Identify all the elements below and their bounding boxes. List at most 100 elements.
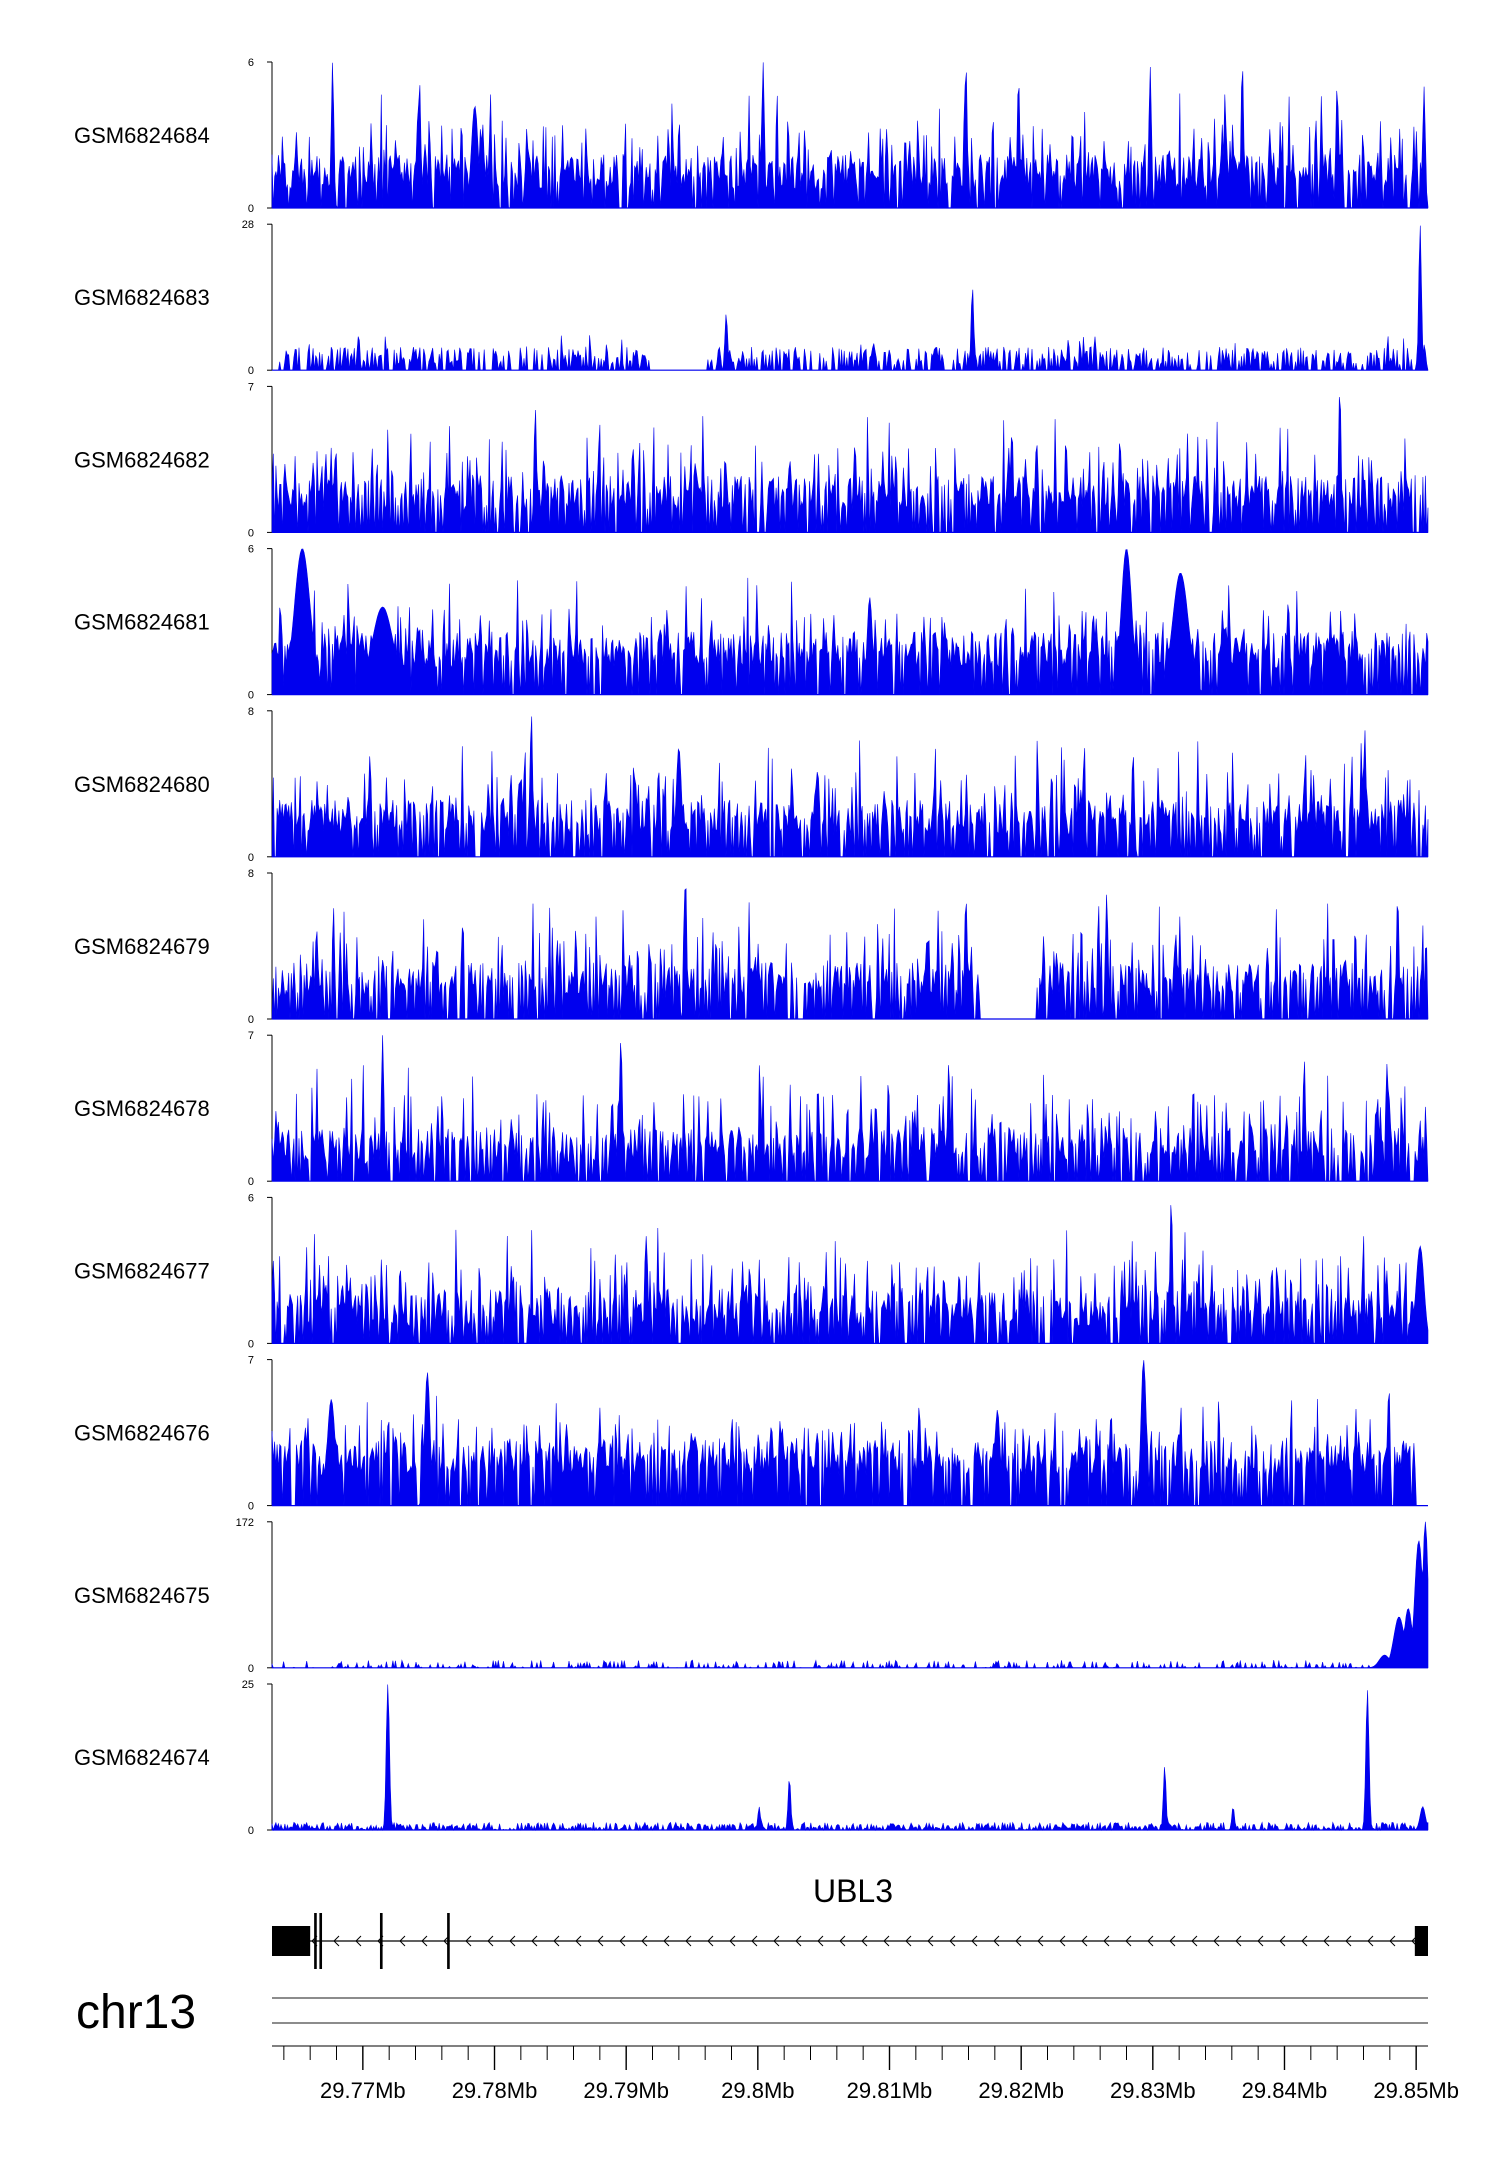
track-label: GSM6824681 bbox=[74, 610, 210, 635]
track-GSM6824677: GSM6824677 6 0 bbox=[74, 1192, 1429, 1350]
track-label: GSM6824678 bbox=[74, 1096, 210, 1121]
strand-arrow bbox=[685, 1935, 692, 1947]
y-axis-min-label: 0 bbox=[248, 527, 254, 539]
axis-tick-label: 29.84Mb bbox=[1242, 2078, 1328, 2103]
strand-arrow bbox=[1125, 1935, 1132, 1947]
strand-arrow bbox=[1103, 1935, 1110, 1947]
strand-arrow bbox=[1037, 1935, 1044, 1947]
strand-arrow bbox=[465, 1935, 472, 1947]
y-axis-min-label: 0 bbox=[248, 1825, 254, 1837]
signal-area bbox=[271, 396, 1429, 533]
signal-area bbox=[271, 62, 1429, 209]
strand-arrow bbox=[861, 1935, 868, 1947]
strand-arrow bbox=[641, 1935, 648, 1947]
signal-area bbox=[271, 1205, 1429, 1344]
strand-arrow bbox=[553, 1935, 560, 1947]
strand-arrow bbox=[1323, 1935, 1330, 1947]
y-axis-min-label: 0 bbox=[248, 852, 254, 864]
track-label: GSM6824675 bbox=[74, 1583, 210, 1608]
gene-exon bbox=[447, 1913, 450, 1969]
strand-arrow bbox=[817, 1935, 824, 1947]
strand-arrow bbox=[795, 1935, 802, 1947]
axis-tick-label: 29.77Mb bbox=[320, 2078, 406, 2103]
y-axis-min-label: 0 bbox=[248, 1663, 254, 1675]
strand-arrow bbox=[487, 1935, 494, 1947]
strand-arrow bbox=[1389, 1935, 1396, 1947]
strand-arrow bbox=[993, 1935, 1000, 1947]
genome-axis-track: chr13 29.77Mb 29.78Mb 29.79Mb 29.8Mb 29.81Mb… bbox=[76, 1986, 1459, 2103]
strand-arrow bbox=[1213, 1935, 1220, 1947]
signal-area bbox=[271, 888, 1429, 1020]
track-GSM6824675: GSM6824675 172 0 bbox=[74, 1517, 1429, 1675]
strand-arrow bbox=[1367, 1935, 1374, 1947]
strand-arrow bbox=[1345, 1935, 1352, 1947]
track-GSM6824680: GSM6824680 8 0 bbox=[74, 706, 1429, 864]
strand-arrow bbox=[751, 1935, 758, 1947]
y-axis-max-label: 8 bbox=[248, 706, 254, 718]
strand-arrow bbox=[421, 1935, 428, 1947]
strand-arrow bbox=[355, 1935, 362, 1947]
strand-arrow bbox=[509, 1935, 516, 1947]
track-label: GSM6824677 bbox=[74, 1258, 210, 1283]
y-axis-max-label: 7 bbox=[248, 1355, 254, 1367]
track-label: GSM6824676 bbox=[74, 1421, 210, 1446]
strand-arrow bbox=[1279, 1935, 1286, 1947]
strand-arrow bbox=[707, 1935, 714, 1947]
y-axis-max-label: 28 bbox=[242, 219, 254, 231]
strand-arrow bbox=[575, 1935, 582, 1947]
y-axis-min-label: 0 bbox=[248, 1014, 254, 1026]
track-label: GSM6824680 bbox=[74, 772, 210, 797]
y-axis-max-label: 172 bbox=[236, 1517, 254, 1529]
gene-exon bbox=[314, 1913, 317, 1969]
y-axis-max-label: 25 bbox=[242, 1679, 254, 1691]
strand-arrow bbox=[333, 1935, 340, 1947]
strand-arrow bbox=[531, 1935, 538, 1947]
axis-tick-label: 29.83Mb bbox=[1110, 2078, 1196, 2103]
track-label: GSM6824682 bbox=[74, 447, 210, 472]
signal-area bbox=[271, 716, 1429, 858]
strand-arrow bbox=[1257, 1935, 1264, 1947]
strand-arrow bbox=[773, 1935, 780, 1947]
strand-arrow bbox=[1015, 1935, 1022, 1947]
axis-tick-label: 29.82Mb bbox=[978, 2078, 1064, 2103]
axis-tick-label: 29.78Mb bbox=[452, 2078, 538, 2103]
strand-arrow bbox=[1191, 1935, 1198, 1947]
strand-arrow bbox=[1059, 1935, 1066, 1947]
track-label: GSM6824684 bbox=[74, 123, 210, 148]
axis-tick-label: 29.81Mb bbox=[847, 2078, 933, 2103]
gene-exon bbox=[1414, 1926, 1428, 1956]
strand-arrow bbox=[1081, 1935, 1088, 1947]
y-axis-max-label: 6 bbox=[248, 544, 254, 556]
signal-area bbox=[271, 548, 1429, 695]
chromosome-label: chr13 bbox=[76, 1986, 196, 2039]
gene-annotation-track: UBL3 bbox=[272, 1873, 1428, 1969]
strand-arrow bbox=[883, 1935, 890, 1947]
strand-arrow bbox=[1169, 1935, 1176, 1947]
track-GSM6824682: GSM6824682 7 0 bbox=[74, 381, 1429, 539]
strand-arrow bbox=[905, 1935, 912, 1947]
strand-arrow bbox=[839, 1935, 846, 1947]
y-axis-min-label: 0 bbox=[248, 1338, 254, 1350]
strand-arrow bbox=[1301, 1935, 1308, 1947]
strand-arrow bbox=[399, 1935, 406, 1947]
signal-area bbox=[272, 225, 1429, 371]
axis-tick-label: 29.79Mb bbox=[583, 2078, 669, 2103]
y-axis-max-label: 6 bbox=[248, 1192, 254, 1204]
strand-arrow bbox=[1147, 1935, 1154, 1947]
y-axis-max-label: 7 bbox=[248, 1030, 254, 1042]
y-axis-max-label: 8 bbox=[248, 868, 254, 880]
track-label: GSM6824679 bbox=[74, 934, 210, 959]
signal-tracks: GSM682468460GSM6824683280GSM682468270GSM… bbox=[74, 57, 1429, 1837]
y-axis-min-label: 0 bbox=[248, 1501, 254, 1513]
strand-arrow bbox=[619, 1935, 626, 1947]
track-GSM6824679: GSM6824679 8 0 bbox=[74, 868, 1429, 1026]
track-label: GSM6824683 bbox=[74, 285, 210, 310]
strand-arrow bbox=[729, 1935, 736, 1947]
signal-area bbox=[271, 1521, 1429, 1669]
y-axis-min-label: 0 bbox=[248, 1176, 254, 1188]
y-axis-min-label: 0 bbox=[248, 365, 254, 377]
y-axis-max-label: 6 bbox=[248, 57, 254, 69]
track-GSM6824676: GSM6824676 7 0 bbox=[74, 1355, 1428, 1513]
signal-area bbox=[271, 1360, 1428, 1506]
track-GSM6824678: GSM6824678 7 0 bbox=[74, 1030, 1429, 1188]
